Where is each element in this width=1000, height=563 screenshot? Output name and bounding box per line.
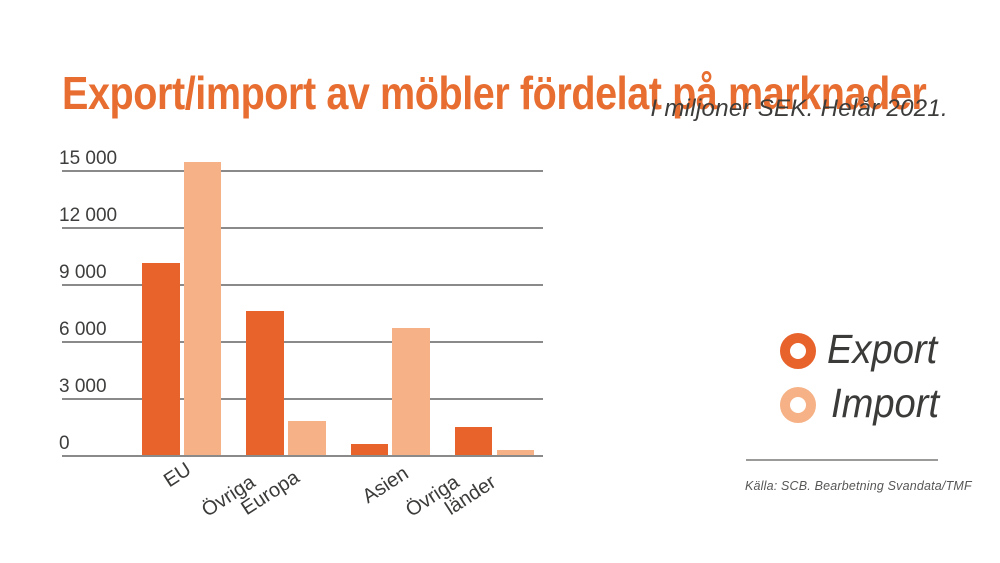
legend-export-label: Export	[827, 326, 938, 372]
legend-import-label: Import	[831, 380, 940, 426]
bar-import-2	[288, 420, 326, 455]
bar-export-4	[454, 427, 493, 455]
chart-subtitle: I miljoner SEK. Helår 2021.	[650, 95, 948, 122]
gridline	[62, 170, 543, 172]
bar-import-1	[183, 162, 222, 455]
legend-export-ring-icon	[780, 333, 816, 369]
gridline	[62, 341, 543, 343]
chart-title: Export/import av möbler fördelat på mark…	[62, 66, 927, 119]
y-axis-tick-label: 0	[59, 433, 70, 454]
bar-export-2	[246, 310, 284, 455]
gridline	[62, 227, 543, 229]
legend-import-ring-icon	[780, 387, 816, 423]
y-axis-tick-label: 6 000	[59, 319, 107, 340]
bar-import-4	[496, 450, 535, 455]
y-axis-tick-label: 15 000	[59, 148, 118, 169]
gridline	[62, 455, 543, 457]
source-divider	[746, 459, 938, 461]
y-axis-tick-label: 12 000	[59, 205, 118, 226]
bar-import-3	[392, 327, 430, 455]
source-text: Källa: SCB. Bearbetning Svandata/TMF	[745, 478, 972, 493]
plot-area	[62, 150, 543, 457]
y-axis-tick-label: 9 000	[59, 262, 107, 283]
gridline	[62, 284, 543, 286]
gridline	[62, 398, 543, 400]
y-axis-tick-label: 3 000	[59, 376, 107, 397]
bar-export-3	[350, 443, 389, 455]
bar-export-1	[142, 263, 180, 455]
